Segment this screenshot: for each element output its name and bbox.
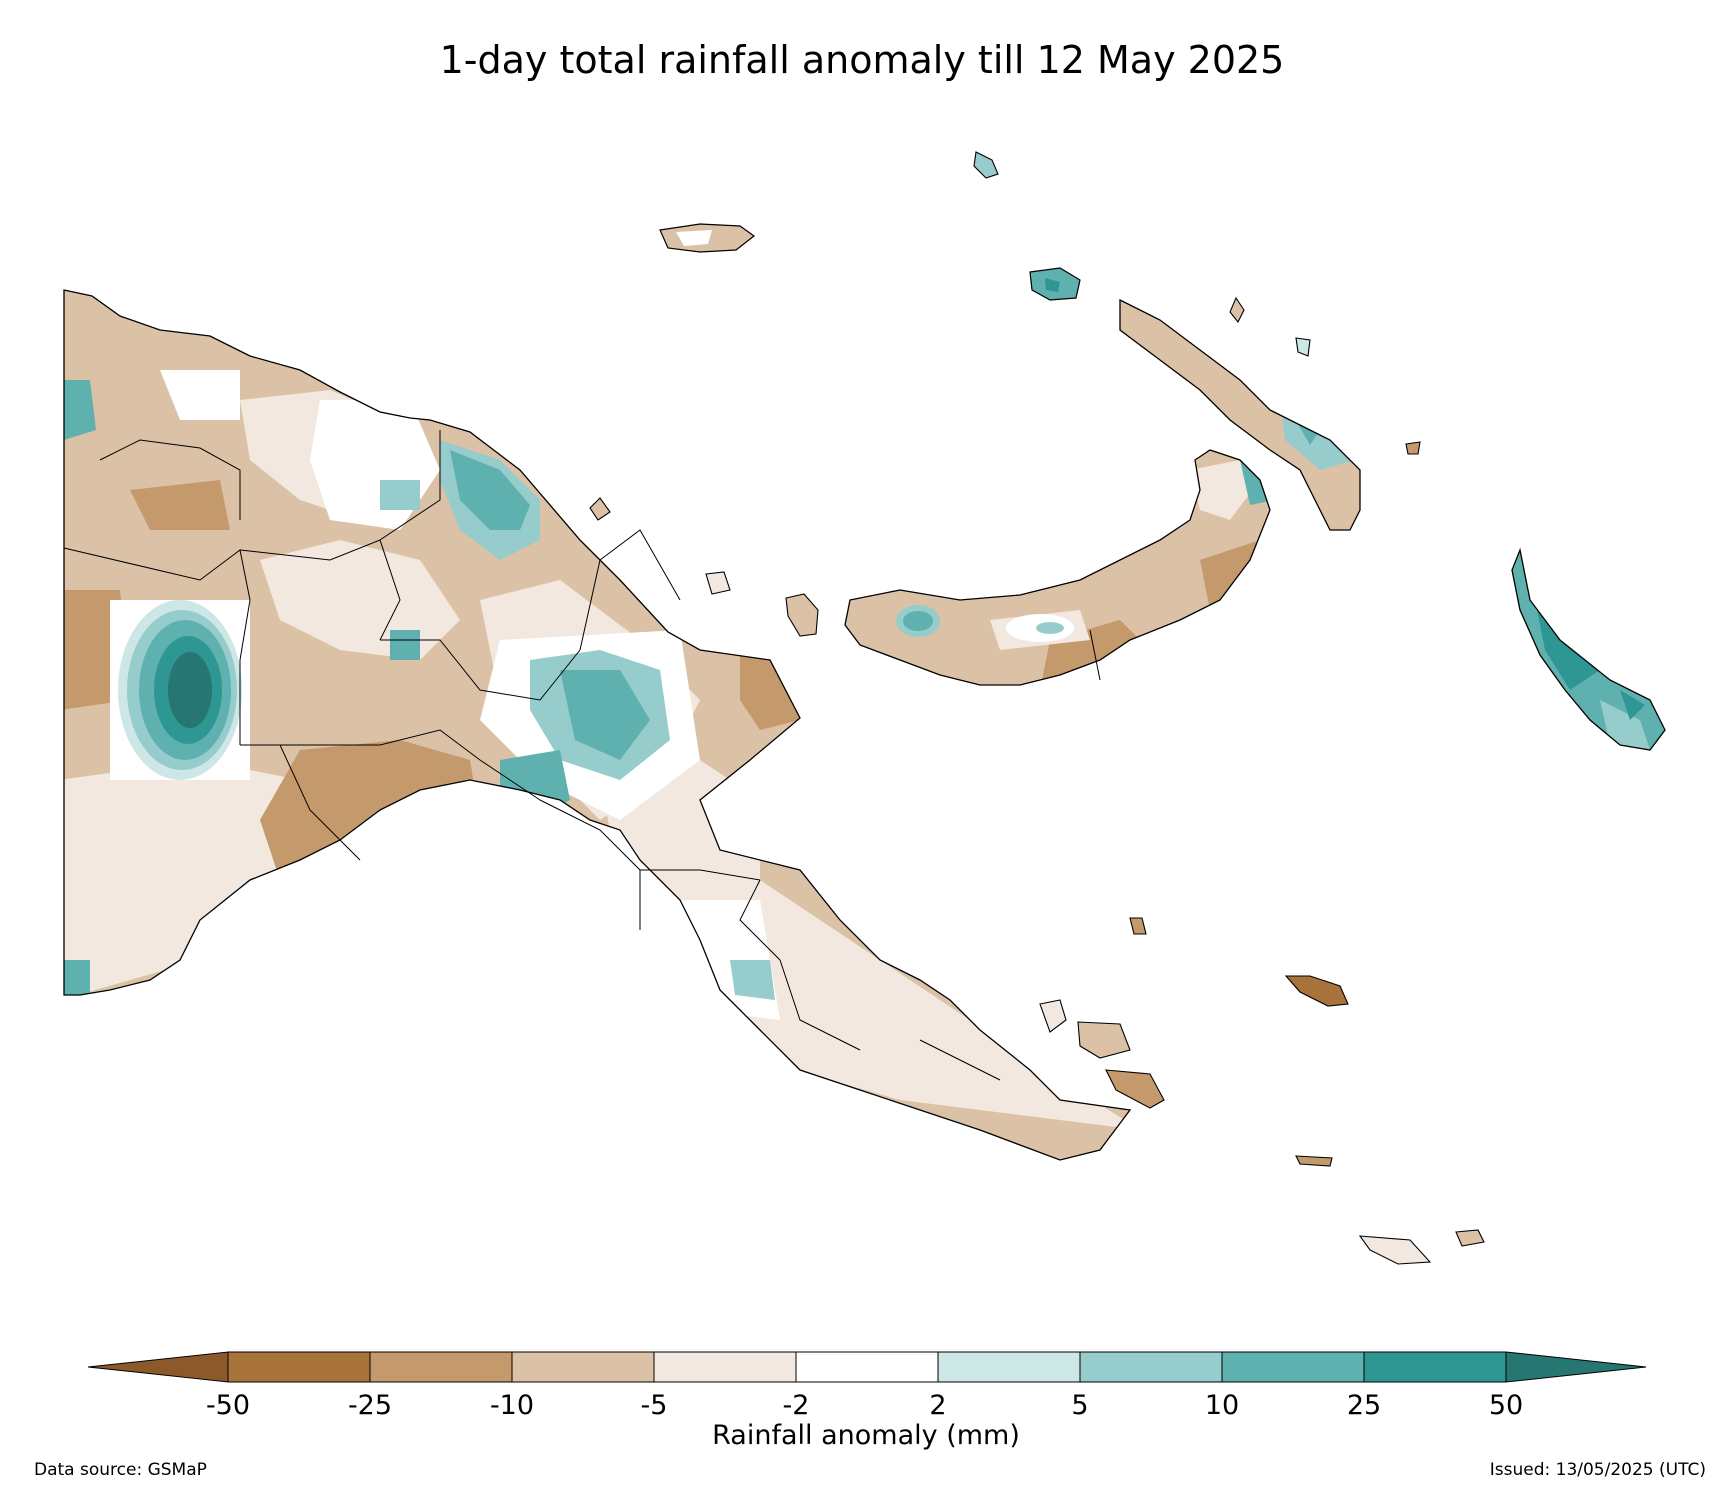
anomaly-patch: [560, 670, 650, 760]
anomaly-patch: [1190, 460, 1260, 520]
legend-tick: 10: [1205, 1390, 1239, 1421]
legend-tick: 25: [1347, 1390, 1381, 1421]
new-hanover-region: [1029, 267, 1081, 301]
anomaly-patch: [730, 960, 775, 1000]
legend-tick: -50: [206, 1390, 250, 1421]
anomaly-patch: [1600, 700, 1650, 750]
colorbar-bin: [653, 1351, 797, 1383]
island: [1039, 999, 1067, 1033]
colorbar-bin: [227, 1351, 371, 1383]
anomaly-patch: [390, 630, 420, 660]
island: [1295, 1155, 1333, 1167]
island: [1129, 917, 1147, 935]
legend-tick: -25: [348, 1390, 392, 1421]
province-boundaries: [63, 430, 1001, 1081]
anomaly-patch: [380, 480, 420, 510]
small-islands: [589, 151, 1485, 1265]
island: [785, 593, 819, 637]
manus-region: [659, 223, 756, 253]
island: [1405, 441, 1421, 455]
colorbar-bin: [937, 1351, 1081, 1383]
island: [1455, 1229, 1485, 1247]
island: [1358, 1235, 1432, 1265]
legend-tick: -10: [490, 1390, 534, 1421]
anomaly-patch: [168, 652, 212, 728]
colorbar-bin: [369, 1351, 513, 1383]
anomaly-patch: [600, 760, 1130, 1130]
legend-label: Rainfall anomaly (mm): [712, 1420, 1020, 1451]
anomaly-patch: [64, 760, 300, 1000]
legend-tick: -5: [641, 1390, 668, 1421]
island: [705, 571, 731, 595]
map-title: 1-day total rainfall anomaly till 12 May…: [439, 38, 1285, 82]
colorbar-bin: [795, 1351, 939, 1383]
island: [1105, 1069, 1165, 1109]
anomaly-patch: [260, 740, 480, 900]
bougainville-region: [1511, 547, 1666, 751]
anomaly-patch: [1620, 690, 1645, 720]
anomaly-patch: [64, 960, 90, 995]
anomaly-patch: [64, 380, 96, 440]
colorbar-bin: [1221, 1351, 1365, 1383]
colorbar-bin: [1079, 1351, 1223, 1383]
anomaly-patch: [1535, 600, 1600, 690]
colorbar: -50 -25 -10 -5 -2 2 5 10 25 50 Rainfall …: [87, 1351, 1647, 1451]
island: [589, 497, 611, 521]
data-source-note: Data source: GSMaP: [34, 1460, 207, 1480]
anomaly-patch: [450, 450, 530, 530]
legend-tick: 50: [1489, 1390, 1523, 1421]
legend-tick: 2: [929, 1390, 946, 1421]
legend-tick: -2: [783, 1390, 810, 1421]
colorbar-bin: [511, 1351, 655, 1383]
island: [973, 151, 999, 179]
new-britain-region: [844, 449, 1271, 686]
anomaly-patch: [903, 611, 933, 631]
colorbar-low-extend: [87, 1351, 229, 1383]
island: [1295, 337, 1311, 357]
island: [1284, 975, 1349, 1007]
anomaly-patch: [160, 370, 240, 420]
anomaly-patch: [130, 480, 230, 530]
legend-tick: 5: [1071, 1390, 1088, 1421]
island: [1229, 296, 1245, 324]
island: [1077, 1021, 1131, 1059]
mainland-region: [63, 289, 1132, 1161]
colorbar-high-extend: [1505, 1351, 1647, 1383]
colorbar-bin: [1363, 1351, 1507, 1383]
issued-note: Issued: 13/05/2025 (UTC): [1489, 1460, 1706, 1480]
anomaly-patch: [1036, 622, 1064, 634]
